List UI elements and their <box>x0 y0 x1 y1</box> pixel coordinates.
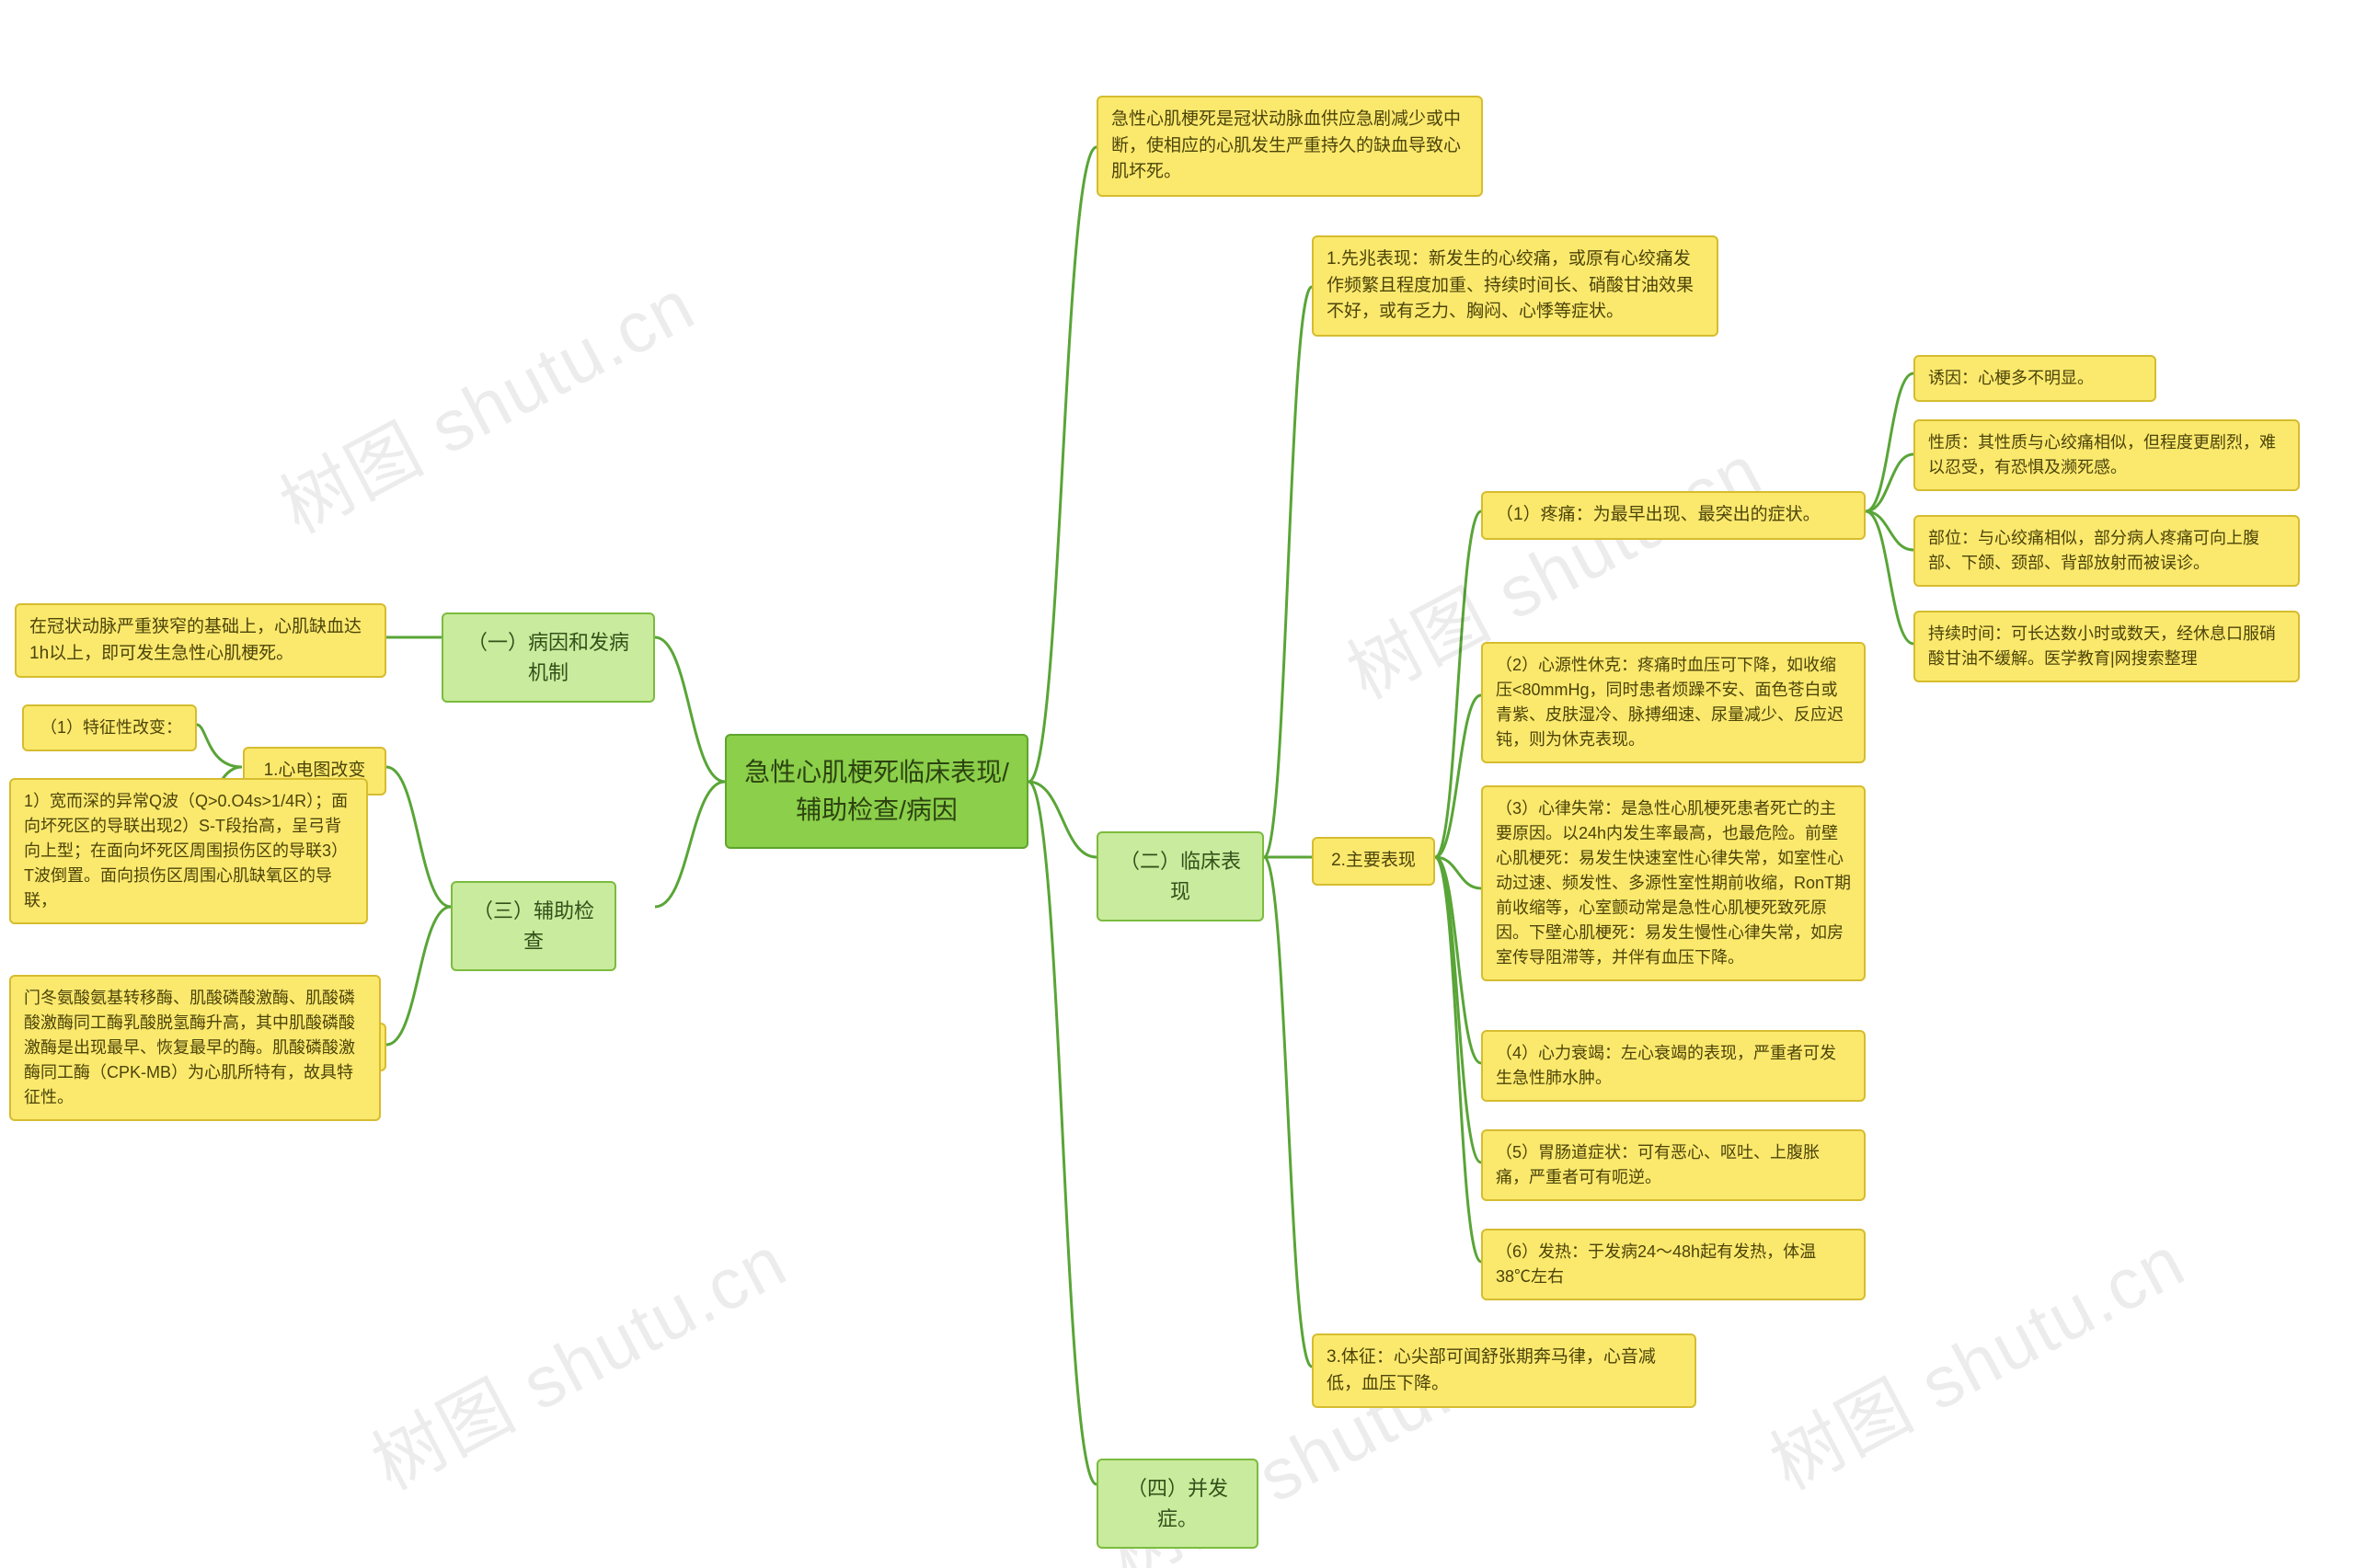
leaf-pain-location[interactable]: 部位：与心绞痛相似，部分病人疼痛可向上腹部、下颌、颈部、背部放射而被误诊。 <box>1913 515 2300 587</box>
leaf-main-symptoms[interactable]: 2.主要表现 <box>1312 837 1435 886</box>
branch-aux-exam[interactable]: （三）辅助检查 <box>451 881 616 971</box>
leaf-etiology-detail[interactable]: 在冠状动脉严重狭窄的基础上，心肌缺血达1h以上，即可发生急性心肌梗死。 <box>15 603 386 678</box>
leaf-enzyme-detail[interactable]: 门冬氨酸氨基转移酶、肌酸磷酸激酶、肌酸磷酸激酶同工酶乳酸脱氢酶升高，其中肌酸磷酸… <box>9 975 381 1121</box>
leaf-precursor[interactable]: 1.先兆表现：新发生的心绞痛，或原有心绞痛发作频繁且程度加重、持续时间长、硝酸甘… <box>1312 235 1718 337</box>
leaf-ecg-qwave[interactable]: 1）宽而深的异常Q波（Q>0.O4s>1/4R）；面向坏死区的导联出现2）S-T… <box>9 778 368 924</box>
watermark: 树图 shutu.cn <box>352 1205 802 1509</box>
watermark: 树图 shutu.cn <box>260 248 710 553</box>
intro-leaf[interactable]: 急性心肌梗死是冠状动脉血供应急剧减少或中断，使相应的心肌发生严重持久的缺血导致心… <box>1097 96 1483 197</box>
leaf-shock[interactable]: （2）心源性休克：疼痛时血压可下降，如收缩压<80mmHg，同时患者烦躁不安、面… <box>1481 642 1866 763</box>
leaf-pain-cause[interactable]: 诱因：心梗多不明显。 <box>1913 355 2156 402</box>
leaf-pain[interactable]: （1）疼痛：为最早出现、最突出的症状。 <box>1481 491 1866 540</box>
leaf-pain-duration[interactable]: 持续时间：可长达数小时或数天，经休息口服硝酸甘油不缓解。医学教育|网搜索整理 <box>1913 611 2300 682</box>
leaf-pain-nature[interactable]: 性质：其性质与心绞痛相似，但程度更剧烈，难以忍受，有恐惧及濒死感。 <box>1913 419 2300 491</box>
leaf-gi[interactable]: （5）胃肠道症状：可有恶心、呕吐、上腹胀痛，严重者可有呃逆。 <box>1481 1129 1866 1201</box>
branch-clinical[interactable]: （二）临床表现 <box>1097 831 1264 921</box>
branch-etiology[interactable]: （一）病因和发病机制 <box>442 612 655 703</box>
leaf-ecg-characteristic[interactable]: （1）特征性改变： <box>22 704 197 751</box>
leaf-fever[interactable]: （6）发热：于发病24～48h起有发热，体温38℃左右 <box>1481 1229 1866 1300</box>
leaf-arrhythmia[interactable]: （3）心律失常：是急性心肌梗死患者死亡的主要原因。以24h内发生率最高，也最危险… <box>1481 785 1866 981</box>
leaf-signs[interactable]: 3.体征：心尖部可闻舒张期奔马律，心音减低，血压下降。 <box>1312 1333 1696 1408</box>
branch-complications[interactable]: （四）并发症。 <box>1097 1459 1258 1549</box>
leaf-heart-failure[interactable]: （4）心力衰竭：左心衰竭的表现，严重者可发生急性肺水肿。 <box>1481 1030 1866 1102</box>
root-node[interactable]: 急性心肌梗死临床表现/辅助检查/病因 <box>725 734 1028 849</box>
